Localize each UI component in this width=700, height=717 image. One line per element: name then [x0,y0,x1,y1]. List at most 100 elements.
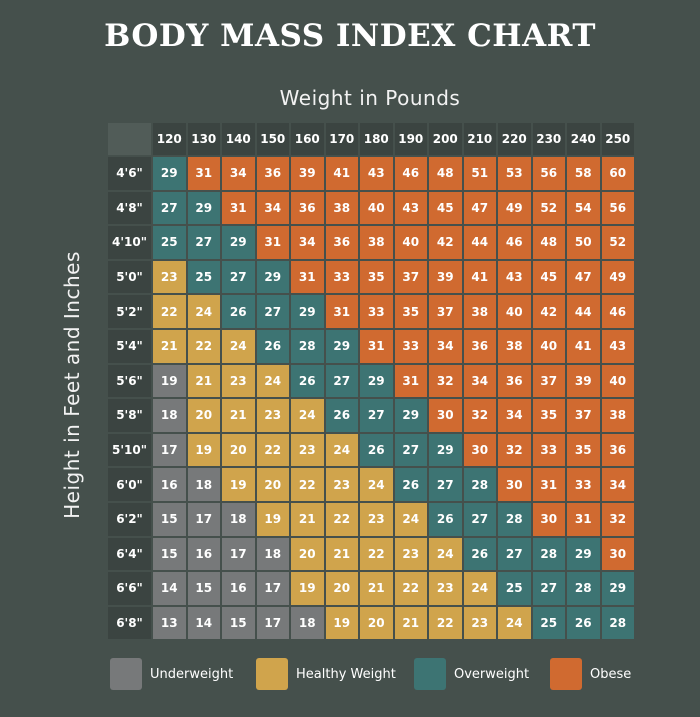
bmi-cell: 21 [153,330,186,363]
bmi-cell: 27 [429,468,462,501]
bmi-cell: 41 [325,157,358,190]
bmi-cell: 56 [601,191,634,225]
bmi-cell: 32 [429,364,462,398]
bmi-cell: 20 [325,572,358,605]
bmi-cell: 17 [222,537,255,571]
bmi-cell: 33 [325,260,358,294]
bmi-cell: 34 [498,399,531,432]
bmi-cell: 30 [429,399,462,432]
weight-header: 150 [256,123,289,155]
bmi-cell: 27 [463,503,496,536]
bmi-cell: 35 [567,433,600,467]
bmi-cell: 36 [463,330,496,363]
height-header: 6'6" [108,572,151,605]
bmi-cell: 32 [601,503,634,536]
bmi-cell: 21 [291,503,324,536]
chart-title: BODY MASS INDEX CHART [104,18,596,54]
bmi-cell: 26 [567,606,600,640]
bmi-cell: 46 [394,157,427,190]
bmi-cell: 21 [187,364,220,398]
height-header: 6'8" [108,606,151,640]
legend: Underweight Healthy Weight Overweight Ob… [110,657,670,691]
bmi-cell: 30 [498,468,531,501]
bmi-cell: 23 [325,468,358,501]
legend-item-obese: Obese [550,657,631,691]
bmi-heatmap: 120 130 140 150 160 170 180 190 200 210 220 230 240 2… [108,123,636,641]
bmi-cell: 48 [532,226,565,259]
bmi-cell: 32 [498,433,531,467]
bmi-cell: 50 [567,226,600,259]
bmi-cell: 15 [222,606,255,640]
bmi-cell: 33 [532,433,565,467]
bmi-cell: 24 [325,433,358,467]
bmi-cell: 31 [325,295,358,328]
bmi-cell: 29 [187,191,220,225]
bmi-cell: 15 [153,503,186,536]
bmi-cell: 30 [463,433,496,467]
bmi-cell: 22 [153,295,186,328]
bmi-cell: 23 [256,399,289,432]
bmi-cell: 37 [394,260,427,294]
bmi-cell: 23 [291,433,324,467]
bmi-cell: 48 [429,157,462,190]
bmi-cell: 21 [222,399,255,432]
bmi-cell: 24 [429,537,462,571]
bmi-cell: 20 [360,606,393,640]
bmi-cell: 15 [153,537,186,571]
bmi-cell: 28 [498,503,531,536]
bmi-cell: 38 [360,226,393,259]
bmi-cell: 42 [429,226,462,259]
legend-item-healthy: Healthy Weight [256,657,396,691]
bmi-cell: 46 [601,295,634,328]
bmi-cell: 34 [601,468,634,501]
legend-label-healthy: Healthy Weight [296,666,396,682]
bmi-cell: 27 [360,399,393,432]
bmi-cell: 39 [429,260,462,294]
bmi-cell: 24 [394,503,427,536]
bmi-cell: 49 [498,191,531,225]
bmi-cell: 37 [429,295,462,328]
bmi-cell: 43 [360,157,393,190]
bmi-cell: 34 [291,226,324,259]
bmi-cell: 23 [360,503,393,536]
bmi-cell: 33 [360,295,393,328]
bmi-cell: 22 [325,503,358,536]
bmi-cell: 44 [567,295,600,328]
bmi-cell: 18 [187,468,220,501]
bmi-cell: 26 [222,295,255,328]
bmi-cell: 13 [153,606,186,640]
bmi-cell: 18 [222,503,255,536]
y-axis-label: Height in Feet and Inches [60,251,84,519]
bmi-cell: 37 [532,364,565,398]
bmi-cell: 26 [429,503,462,536]
bmi-cell: 44 [463,226,496,259]
bmi-cell: 24 [291,399,324,432]
bmi-cell: 22 [256,433,289,467]
bmi-cell: 23 [463,606,496,640]
legend-label-underweight: Underweight [150,666,234,682]
weight-header: 180 [360,123,393,155]
bmi-cell: 19 [325,606,358,640]
bmi-cell: 26 [325,399,358,432]
legend-label-overweight: Overweight [454,666,530,682]
bmi-cell: 29 [325,330,358,363]
weight-header: 220 [498,123,531,155]
bmi-cell: 31 [187,157,220,190]
bmi-cell: 36 [325,226,358,259]
bmi-cell: 27 [256,295,289,328]
bmi-cell: 21 [360,572,393,605]
grid-corner [108,123,151,155]
bmi-cell: 38 [325,191,358,225]
height-header: 4'8" [108,191,151,225]
bmi-cell: 19 [222,468,255,501]
bmi-cell: 33 [394,330,427,363]
bmi-cell: 31 [360,330,393,363]
bmi-cell: 40 [601,364,634,398]
height-header: 5'10" [108,433,151,467]
bmi-cell: 31 [567,503,600,536]
bmi-cell: 46 [498,226,531,259]
legend-swatch-obese [550,658,582,690]
bmi-cell: 38 [601,399,634,432]
bmi-cell: 31 [222,191,255,225]
bmi-cell: 28 [463,468,496,501]
